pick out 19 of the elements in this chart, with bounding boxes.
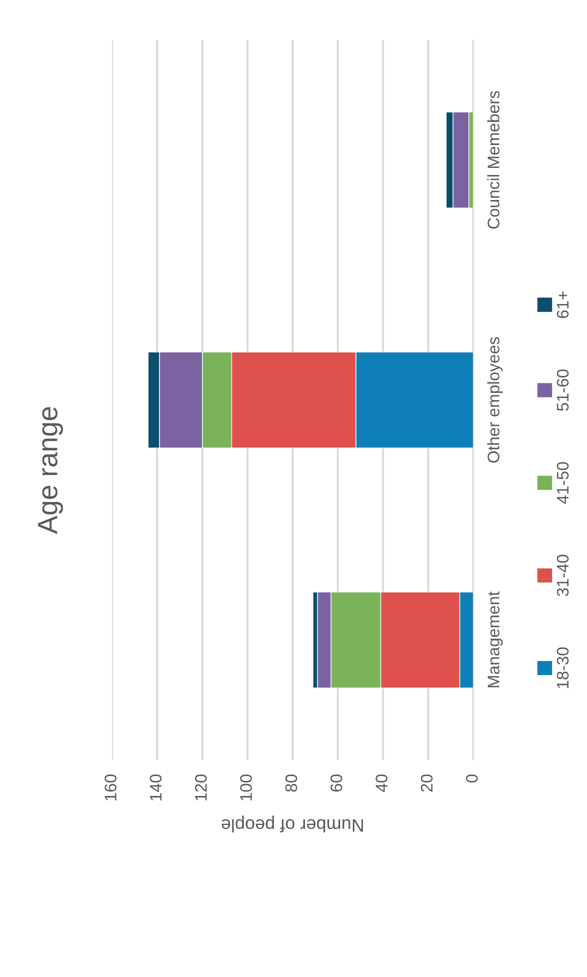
legend-label: 31-40 <box>556 554 569 596</box>
y-tick-label: Other employees <box>487 337 503 463</box>
legend-label: 41-50 <box>556 462 569 504</box>
x-tick-label: 160 <box>104 774 116 800</box>
legend-label: 51-60 <box>556 370 569 411</box>
x-tick-label: 60 <box>330 774 342 792</box>
legend-label: 18-30 <box>556 647 569 688</box>
x-tick-label: 100 <box>240 774 252 800</box>
x-tick-label: 80 <box>285 774 298 792</box>
y-tick-label: Management <box>488 591 503 688</box>
x-tick-label: 120 <box>194 774 207 800</box>
x-tick-label: 40 <box>376 774 388 792</box>
x-tick-label: 0 <box>466 774 478 783</box>
x-tick-label: 20 <box>420 774 433 792</box>
y-tick-label: Council Memebers <box>487 91 500 229</box>
text: Age range <box>38 407 63 534</box>
x-axis-title: Number of people <box>222 816 363 832</box>
legend-label: 61+ <box>556 291 569 318</box>
x-tick-label: 140 <box>150 774 162 800</box>
